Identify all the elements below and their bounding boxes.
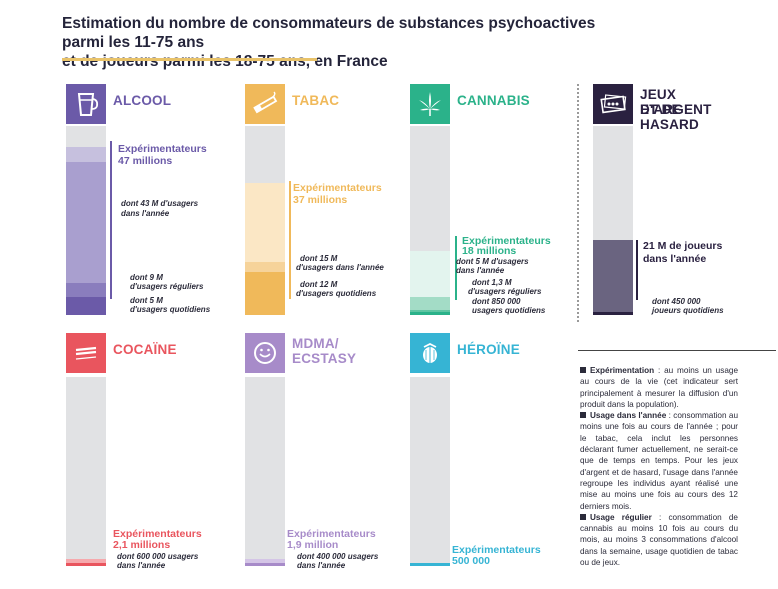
ecstasy-pill-icon: [245, 333, 285, 373]
alcool-quot-line1: dont 5 M: [130, 296, 163, 305]
bullet-square-icon: [580, 513, 586, 520]
tabac-exp-marker: [289, 181, 291, 299]
alcool-quot-line2: d'usagers quotidiens: [130, 305, 211, 314]
tabac-exp-value: 37 millions: [293, 194, 348, 206]
bar-mdma-usagers-annee: [245, 563, 285, 566]
alcool-exp-value: 47 millions: [118, 155, 173, 167]
category-label-cocaine: COCAÏNE: [113, 342, 177, 357]
jeux-main-line1: 21 M de joueurs: [643, 240, 723, 252]
heroine-exp-value: 500 000: [452, 555, 490, 567]
alcool-exp-title: Expérimentateurs: [118, 143, 207, 155]
tabac-annee-line2: d'usagers dans l'année: [296, 263, 384, 272]
category-label-cannabis: CANNABIS: [457, 93, 530, 108]
bullet-square-icon: [580, 367, 586, 373]
cocaine-exp-value: 2,1 millions: [113, 539, 171, 551]
bullet-square-icon: [580, 412, 586, 419]
cannabis-annee-line2: dans l'année: [456, 266, 505, 275]
bar-cannabis-usagers-quotidiens: [410, 312, 450, 315]
category-label-jeux-line-1: JEUX D'ARGENT: [640, 87, 712, 117]
cannabis-exp-marker: [455, 236, 457, 300]
category-label-heroine: HÉROÏNE: [457, 342, 520, 357]
bar-cocaine-usagers-annee: [66, 563, 106, 566]
cannabis-reg-line2: d'usagers réguliers: [468, 287, 542, 296]
bar-alcool-usagers-quotidiens: [66, 297, 106, 315]
jeux-main-marker: [636, 240, 638, 300]
tabac-exp-title: Expérimentateurs: [293, 182, 382, 194]
bar-tabac-usagers-quotidiens: [245, 272, 285, 315]
bar-heroine-experimentateurs: [410, 563, 450, 566]
bar-heroine: [410, 377, 450, 566]
jeux-quot-line1: dont 450 000: [652, 297, 701, 306]
cannabis-quot-line2: usagers quotidiens: [472, 306, 546, 315]
mdma-exp-title: Expérimentateurs: [287, 528, 376, 540]
alcool-annee-line2: dans l'année: [121, 209, 170, 218]
definition-experimentation: Expérimentation : au moins un usage au c…: [580, 366, 738, 409]
category-label-alcool: ALCOOL: [113, 93, 172, 108]
cigarette-icon: [245, 84, 285, 124]
bar-mdma-experimentateurs: [245, 559, 285, 566]
category-label-mdma-line-1: MDMA/: [292, 336, 339, 351]
cocaine-lines-icon: [66, 333, 106, 373]
definitions-rule: [578, 350, 776, 351]
cannabis-reg-line1: dont 1,3 M: [472, 278, 512, 287]
cannabis-leaf-icon: [410, 84, 450, 124]
bar-cocaine-experimentateurs: [66, 558, 106, 566]
bar-jeux: [593, 126, 633, 315]
bar-cannabis: [410, 126, 450, 315]
cannabis-annee-line1: dont 5 M d'usagers: [456, 257, 529, 266]
cocaine-annee-line2: dans l'année: [117, 561, 166, 570]
bar-alcool: [66, 126, 106, 315]
bar-cocaine: [66, 377, 106, 566]
alcool-exp-marker: [110, 141, 112, 299]
tabac-quot-line2: d'usagers quotidiens: [296, 289, 377, 298]
beer-glass-icon: [66, 84, 106, 124]
category-label-jeux-line-2: ET DE HASARD: [640, 102, 699, 132]
cocaine-annee-line1: dont 600 000 usagers: [117, 552, 199, 561]
tabac-quot-line1: dont 12 M: [300, 280, 338, 289]
bar-jeux-joueurs-quotidiens: [593, 312, 633, 315]
category-label-tabac: TABAC: [292, 93, 340, 108]
definition-usage-annee: Usage dans l'année : consommation au moi…: [580, 411, 738, 511]
chart-title: Estimation du nombre de consommateurs de…: [62, 14, 622, 71]
bar-tabac: [245, 126, 285, 315]
cannabis-quot-line1: dont 850 000: [472, 297, 521, 306]
jeux-main-line2: dans l'année: [643, 253, 707, 265]
bar-mdma: [245, 377, 285, 566]
alcool-reg-line1: dont 9 M: [130, 273, 163, 282]
cannabis-exp-value: 18 millions: [462, 245, 517, 257]
lottery-ticket-icon: [593, 84, 633, 124]
mdma-exp-value: 1,9 million: [287, 539, 339, 551]
chart-title-line-1: Estimation du nombre de consommateurs de…: [62, 15, 596, 51]
mdma-annee-line2: dans l'année: [297, 561, 346, 570]
tabac-annee-line1: dont 15 M: [300, 254, 338, 263]
bar-jeux-joueurs-annee: [593, 240, 633, 315]
cannabis-exp-title: Expérimentateurs: [462, 235, 551, 247]
mdma-annee-line1: dont 400 000 usagers: [297, 552, 379, 561]
definition-usage-regulier: Usage régulier : consommation de cannabi…: [580, 512, 738, 568]
chart-title-line-2: et de joueurs parmi les 18-75 ans, en Fr…: [62, 53, 388, 70]
separator-dotted: [577, 84, 579, 322]
title-underline: [62, 58, 317, 61]
alcool-annee-line1: dont 43 M d'usagers: [121, 199, 199, 208]
cocaine-exp-title: Expérimentateurs: [113, 528, 202, 540]
heroine-exp-title: Expérimentateurs: [452, 544, 541, 556]
definitions-box: Expérimentation : au moins un usage au c…: [580, 365, 738, 568]
poppy-capsule-icon: [410, 333, 450, 373]
alcool-reg-line2: d'usagers réguliers: [130, 282, 204, 291]
category-label-mdma-line-2: ECSTASY: [292, 351, 357, 366]
jeux-quot-line2: joueurs quotidiens: [652, 306, 724, 315]
